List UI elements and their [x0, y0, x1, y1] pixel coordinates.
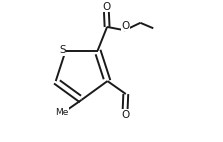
Text: S: S [59, 45, 66, 55]
Text: O: O [102, 2, 111, 12]
Text: Me: Me [55, 108, 69, 117]
Text: O: O [122, 110, 130, 120]
Text: O: O [121, 21, 130, 31]
